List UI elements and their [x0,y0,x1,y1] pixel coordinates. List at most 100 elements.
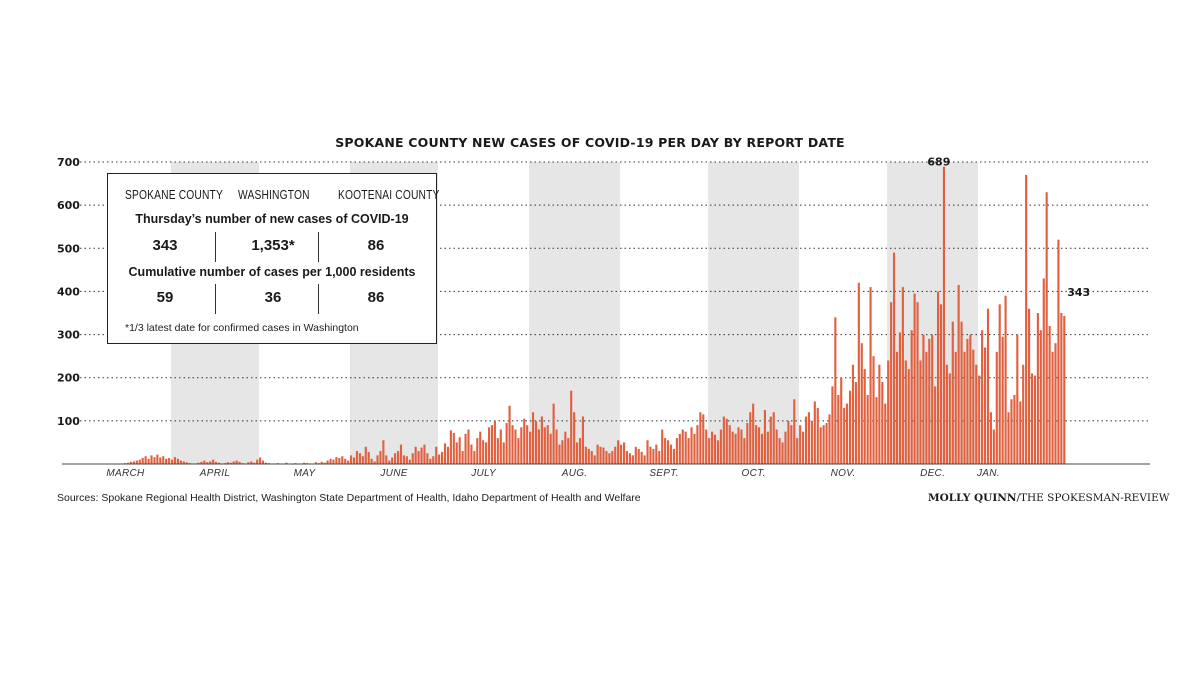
month-label: DEC. [920,468,945,479]
y-tick-label: 700 [57,156,80,169]
bar [364,446,367,464]
bar [796,438,799,464]
bar [734,433,737,464]
bar [587,448,590,464]
bar [185,462,188,464]
row1-value-spokane: 343 [152,237,178,254]
bar [675,438,678,464]
credit-name: MOLLY QUINN [928,492,1017,504]
bar [840,377,843,464]
bar [135,460,138,464]
row1-value-washington: 1,353* [251,237,295,254]
month-label: OCT. [741,468,765,479]
bar [895,351,899,464]
bar [203,460,206,464]
bar [129,461,133,464]
bar [179,460,182,464]
bar [643,455,646,464]
row1-title: Thursday’s number of new cases of COVID-… [135,212,409,226]
bar [253,462,256,464]
bar [705,429,708,464]
bar [802,431,805,464]
bar [887,360,890,464]
bar [646,440,649,464]
bar [743,438,746,464]
month-label: JUNE [379,468,407,479]
bar [212,459,215,464]
latest-annotation: 343 [1067,286,1090,299]
bar [787,420,790,464]
bar [200,461,203,464]
separator [215,232,216,262]
bar [611,451,614,464]
bar [446,446,450,464]
bar [1007,412,1010,464]
bar [182,461,185,464]
bar [388,460,391,464]
bar [622,442,626,464]
bar [238,461,241,464]
bar [986,308,990,464]
bar [652,448,655,464]
y-tick-label: 400 [57,285,80,298]
bar [523,418,526,464]
bar [581,416,585,464]
bar [869,287,872,464]
month-label: MARCH [106,468,145,479]
peak-annotation: 689 [927,156,950,169]
bar [206,462,209,464]
bar [596,444,599,464]
bar [168,457,171,464]
bar [631,455,634,464]
bar [470,444,473,464]
bar [904,360,907,464]
bar [511,425,514,464]
bar [960,321,963,464]
bar [1030,373,1034,464]
bar [144,456,147,464]
bar [763,410,766,464]
bar [813,401,816,464]
bar [693,433,696,464]
bar [458,437,461,464]
bar [367,451,370,464]
bar [893,252,896,464]
bar [464,433,467,464]
bar [1010,399,1013,464]
bar [1001,336,1004,464]
bar [819,427,822,464]
bar [1025,174,1028,464]
month-label: APRIL [199,468,230,479]
bar [772,412,775,464]
bar [590,451,593,464]
bar [570,390,573,464]
bar [264,462,268,464]
bar [420,447,423,464]
bar [496,438,499,464]
bar [778,438,781,464]
bar [549,433,552,464]
bar [485,442,488,464]
credit-org: /THE SPOKESMAN-REVIEW [1016,492,1170,504]
separator [318,232,319,262]
bar [361,456,364,464]
bar [138,459,141,464]
bar [766,431,769,464]
bar [285,462,288,464]
info-box: SPOKANE COUNTY WASHINGTON KOOTENAI COUNT… [107,173,439,344]
bar [347,460,350,464]
bar [828,414,831,464]
bar [1019,401,1022,464]
bar [810,420,813,464]
bar [749,412,752,464]
bar [235,460,238,464]
bar [564,431,567,464]
bar [945,364,948,464]
bar [998,304,1001,464]
bar [593,455,596,464]
bar [843,407,846,464]
bar [719,429,722,464]
bar [370,458,373,464]
bar [628,453,631,464]
bar [438,454,441,464]
